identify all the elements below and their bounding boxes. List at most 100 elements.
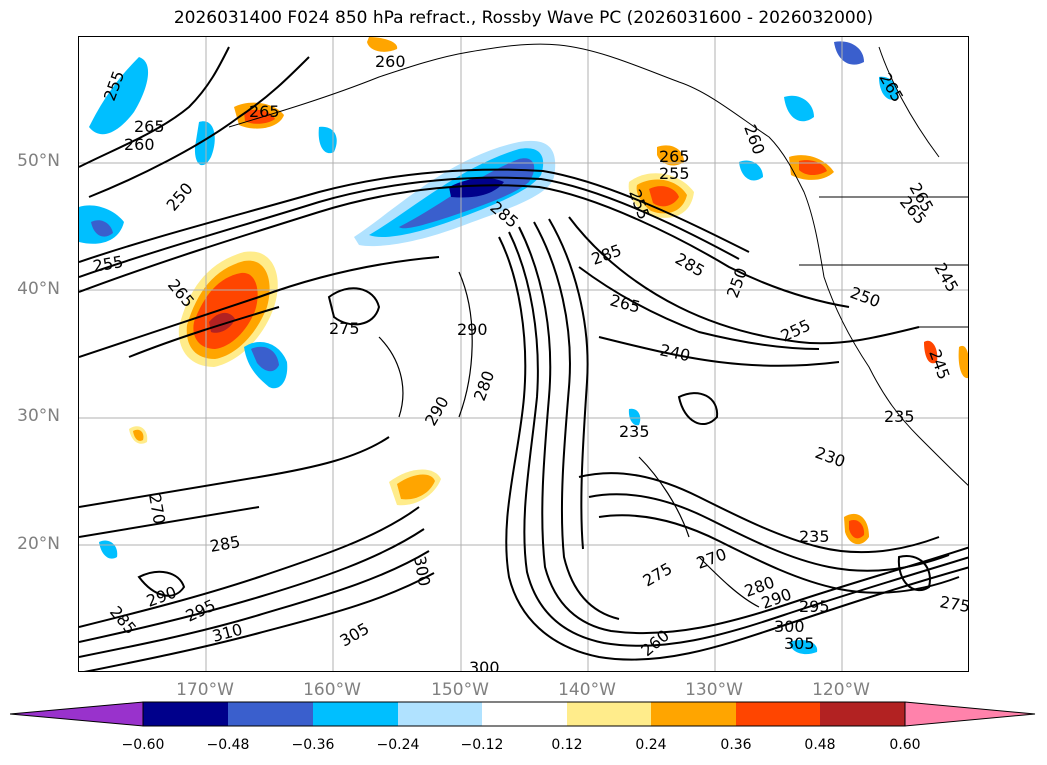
positive-anomaly-region (397, 474, 435, 500)
positive-anomaly-region (958, 345, 968, 379)
colorbar-segment (398, 702, 482, 726)
contour-label: 285 (589, 240, 624, 268)
map-panel: 255 265 260 265 265 260 250 255 265 275 … (78, 36, 969, 672)
positive-anomaly-region (193, 272, 258, 349)
contour-label: 285 (106, 602, 140, 638)
contour-label: 295 (799, 597, 830, 616)
colorbar-segment (482, 702, 567, 726)
colorbar-tick-label: −0.60 (121, 737, 165, 753)
positive-anomaly-region (849, 519, 865, 539)
contour-label: 245 (925, 347, 953, 382)
contour-label: 260 (124, 135, 155, 154)
colorbar-tick-label: −0.12 (460, 737, 504, 753)
contour-label: 275 (640, 559, 676, 591)
contour-label: 250 (848, 283, 883, 311)
colorbar-tick-label: 0.48 (804, 737, 836, 753)
colorbar-tick-label: 0.36 (720, 737, 752, 753)
colorbar-segment (143, 702, 228, 726)
contour-label: 265 (249, 102, 280, 121)
map-canvas: 255 265 260 265 265 260 250 255 265 275 … (79, 37, 969, 672)
colorbar-extend-high (904, 701, 1036, 727)
negative-anomaly-region (628, 408, 641, 426)
lat-label: 50°N (17, 151, 60, 171)
colorbar-tick-label: −0.48 (206, 737, 250, 753)
colorbar-segment (651, 702, 736, 726)
contour-label: 310 (210, 620, 244, 646)
colorbar-segment (567, 702, 651, 726)
negative-anomaly-region (91, 220, 113, 237)
contour-label: 240 (658, 340, 692, 365)
contour-label: 260 (375, 52, 406, 71)
shading-layer (79, 37, 968, 655)
contour-label: 265 (659, 147, 690, 166)
lon-label: 170°W (176, 680, 234, 700)
lat-label: 30°N (17, 406, 60, 426)
map-title: 2026031400 F024 850 hPa refract., Rossby… (173, 8, 874, 28)
positive-anomaly-region (924, 340, 938, 364)
lon-label: 120°W (812, 680, 870, 700)
colorbar-segment (228, 702, 313, 726)
contour-label: 305 (784, 634, 815, 653)
colorbar-segment (736, 702, 820, 726)
contour-label: 235 (884, 407, 915, 426)
colorbar (10, 701, 1036, 727)
contour-label: 300 (469, 658, 500, 672)
positive-anomaly-region (367, 37, 398, 52)
contour-label: 260 (740, 122, 768, 157)
negative-anomaly-region (251, 346, 279, 372)
negative-anomaly-region (89, 57, 149, 135)
contour-label: 255 (91, 252, 124, 276)
negative-anomaly-region (194, 121, 215, 166)
contour-label: 250 (723, 265, 751, 300)
contour-label: 235 (619, 422, 650, 441)
positive-anomaly-region (133, 429, 144, 441)
contour-label: 265 (134, 117, 165, 136)
contour-label: 275 (938, 592, 969, 616)
colorbar-segment (313, 702, 398, 726)
contour-label: 280 (470, 368, 498, 403)
colorbar-tick-label: −0.36 (291, 737, 335, 753)
contour-label: 270 (694, 544, 729, 572)
negative-anomaly-region (318, 126, 337, 154)
contour-label: 305 (337, 619, 373, 651)
negative-anomaly-region (834, 41, 864, 65)
colorbar-tick-label: 0.24 (635, 737, 667, 753)
contour-label: 285 (208, 532, 241, 556)
positive-anomaly-region (657, 145, 684, 166)
contour-layer-thin (378, 271, 760, 608)
colorbar-segment (820, 702, 905, 726)
contour-label: 270 (145, 492, 169, 525)
contour-label: 230 (813, 443, 848, 471)
positive-anomaly-region (649, 186, 679, 207)
contour-label: 300 (774, 617, 805, 636)
coastlines (228, 43, 968, 486)
contour-label: 285 (672, 249, 708, 281)
contour-label: 290 (421, 393, 453, 429)
contour-label: 265 (608, 291, 642, 317)
colorbar-tick-label: 0.12 (551, 737, 583, 753)
negative-anomaly-region (789, 640, 818, 655)
contour-label: 235 (799, 527, 830, 546)
lon-label: 130°W (685, 680, 743, 700)
negative-anomaly-region (784, 95, 814, 122)
negative-anomaly-region (739, 160, 763, 181)
contour-label: 295 (183, 595, 219, 625)
positive-anomaly-region (799, 160, 827, 176)
positive-anomaly-region (209, 312, 235, 333)
contour-layer (79, 46, 968, 671)
colorbar-tick-label: −0.24 (376, 737, 420, 753)
contour-label: 255 (659, 164, 690, 183)
contour-label: 260 (637, 626, 673, 660)
contour-label: 275 (329, 319, 360, 338)
colorbar-tick-label: 0.60 (889, 737, 921, 753)
lat-label: 40°N (17, 279, 60, 299)
contour-label: 290 (457, 320, 488, 339)
negative-anomaly-region (99, 540, 118, 559)
negative-anomaly-region (449, 177, 504, 198)
lon-label: 160°W (303, 680, 361, 700)
colorbar-extend-low (10, 701, 144, 727)
contour-label: 250 (163, 179, 197, 215)
lon-label: 150°W (431, 680, 489, 700)
lon-label: 140°W (558, 680, 616, 700)
lat-label: 20°N (17, 534, 60, 554)
